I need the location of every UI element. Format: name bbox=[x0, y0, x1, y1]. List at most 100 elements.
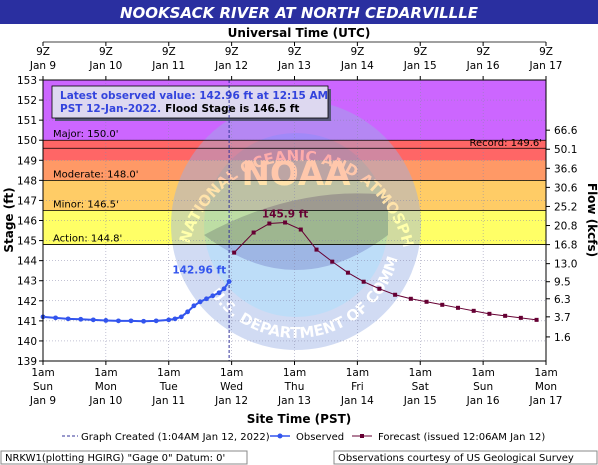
observed-point bbox=[191, 303, 197, 309]
y-tick-label: 152 bbox=[17, 95, 37, 107]
chart-marks: 142.96 ft 145.9 ft bbox=[40, 80, 539, 361]
y-tick-label: 147 bbox=[17, 195, 37, 207]
y-tick-label: 151 bbox=[17, 115, 37, 127]
site-axis-label: Site Time (PST) bbox=[247, 412, 352, 426]
forecast-point bbox=[487, 311, 492, 316]
y-tick-label: 142 bbox=[17, 296, 37, 308]
y2-tick-label: 30.6 bbox=[554, 182, 578, 194]
y-tick-label: 143 bbox=[17, 276, 37, 288]
forecast-point bbox=[408, 296, 413, 301]
utc-tick-date: Jan 12 bbox=[214, 60, 248, 72]
chart-axes: 1391401411421431441451461471481491501511… bbox=[17, 41, 578, 407]
y2-tick-label: 66.6 bbox=[554, 125, 578, 137]
pst-tick-time: 1am bbox=[471, 367, 494, 379]
pst-tick-time: 1am bbox=[409, 367, 432, 379]
y-tick-label: 144 bbox=[17, 256, 37, 268]
flood-label-minor: Minor: 146.5' bbox=[53, 199, 119, 210]
utc-tick-label: 9Z bbox=[225, 46, 239, 58]
y2-tick-label: 3.7 bbox=[554, 312, 571, 324]
utc-tick-date: Jan 13 bbox=[277, 60, 311, 72]
observed-point bbox=[226, 279, 232, 284]
legend-observed: Observed bbox=[296, 432, 344, 443]
watermark-bird-shape bbox=[204, 193, 388, 270]
utc-axis-label: Universal Time (UTC) bbox=[228, 26, 371, 40]
footer-left: NRKW1(plotting HGIRG) "Gage 0" Datum: 0' bbox=[5, 453, 225, 464]
pst-tick-time: 1am bbox=[94, 367, 117, 379]
flood-label-action: Action: 144.8' bbox=[53, 234, 122, 245]
forecast-point bbox=[345, 270, 350, 275]
pst-tick-date: Jan 15 bbox=[403, 395, 437, 407]
watermark-inner-disc bbox=[204, 133, 388, 317]
utc-tick-label: 9Z bbox=[36, 46, 50, 58]
info-box bbox=[51, 85, 329, 119]
pst-tick-date: Jan 11 bbox=[151, 395, 185, 407]
observed-point bbox=[103, 318, 109, 323]
watermark-logo-text: NOAA bbox=[241, 154, 351, 194]
pst-tick-date: Jan 9 bbox=[29, 395, 56, 407]
forecast-point bbox=[361, 279, 366, 284]
utc-tick-label: 9Z bbox=[162, 46, 176, 58]
title-bar bbox=[0, 0, 598, 24]
y-tick-label: 149 bbox=[17, 155, 37, 167]
pst-tick-date: Jan 16 bbox=[466, 395, 500, 407]
y2-tick-label: 25.2 bbox=[554, 201, 577, 213]
y-tick-label: 150 bbox=[17, 135, 37, 147]
y-tick-label: 153 bbox=[17, 75, 37, 87]
observed-point bbox=[78, 316, 84, 322]
observed-point bbox=[185, 309, 191, 315]
pst-tick-date: Jan 13 bbox=[277, 395, 311, 407]
utc-tick-date: Jan 15 bbox=[403, 60, 437, 72]
pst-tick-day: Mon bbox=[535, 381, 557, 393]
y2-axis-label: Flow (kcfs) bbox=[585, 183, 598, 257]
y2-tick-label: 50.1 bbox=[554, 144, 577, 156]
observed-point bbox=[210, 293, 216, 299]
pst-tick-time: 1am bbox=[31, 367, 54, 379]
y-tick-label: 146 bbox=[17, 216, 37, 228]
pst-tick-date: Jan 17 bbox=[529, 395, 563, 407]
watermark-outer-ring bbox=[171, 100, 421, 350]
observed-point bbox=[141, 318, 147, 324]
info-line-1: Latest observed value: 142.96 ft at 12:1… bbox=[60, 90, 328, 102]
y2-tick-label: 6.3 bbox=[554, 294, 571, 306]
y-tick-label: 145 bbox=[17, 236, 37, 248]
pst-tick-day: Sat bbox=[412, 381, 429, 393]
forecast-point bbox=[314, 247, 319, 252]
observed-point bbox=[128, 318, 134, 324]
pst-tick-time: 1am bbox=[157, 367, 180, 379]
pst-tick-day: Mon bbox=[95, 381, 117, 393]
forecast-point bbox=[232, 250, 237, 255]
y2-tick-label: 13.0 bbox=[554, 259, 577, 271]
y-tick-label: 139 bbox=[17, 356, 37, 368]
pst-tick-day: Sun bbox=[33, 381, 53, 393]
observed-point bbox=[172, 316, 178, 322]
legend-forecast: Forecast (issued 12:06AM Jan 12) bbox=[378, 432, 545, 443]
forecast-point bbox=[440, 302, 445, 307]
forecast-point bbox=[471, 308, 476, 313]
utc-tick-date: Jan 16 bbox=[466, 60, 500, 72]
observed-point bbox=[178, 314, 184, 320]
pst-tick-time: 1am bbox=[283, 367, 306, 379]
pst-tick-day: Tue bbox=[159, 381, 178, 393]
forecast-point bbox=[377, 286, 382, 291]
observed-point bbox=[216, 290, 222, 296]
utc-tick-date: Jan 17 bbox=[529, 60, 563, 72]
utc-tick-label: 9Z bbox=[539, 46, 553, 58]
forecast-point bbox=[393, 292, 398, 297]
y-tick-label: 140 bbox=[17, 336, 37, 348]
forecast-point bbox=[283, 220, 288, 225]
observed-point bbox=[90, 317, 96, 323]
y2-tick-label: 16.8 bbox=[554, 240, 577, 252]
forecast-point bbox=[534, 317, 539, 322]
info-line-2-flood: Flood Stage is 146.5 ft bbox=[165, 103, 299, 115]
observed-point bbox=[166, 317, 172, 323]
pst-tick-time: 1am bbox=[220, 367, 243, 379]
utc-tick-date: Jan 11 bbox=[151, 60, 185, 72]
observed-point bbox=[53, 315, 58, 321]
pst-tick-day: Thu bbox=[284, 381, 305, 393]
forecast-point bbox=[267, 221, 272, 226]
y2-tick-label: 9.5 bbox=[554, 277, 571, 289]
utc-tick-label: 9Z bbox=[99, 46, 113, 58]
legend-created: Graph Created (1:04AM Jan 12, 2022) bbox=[81, 432, 270, 443]
